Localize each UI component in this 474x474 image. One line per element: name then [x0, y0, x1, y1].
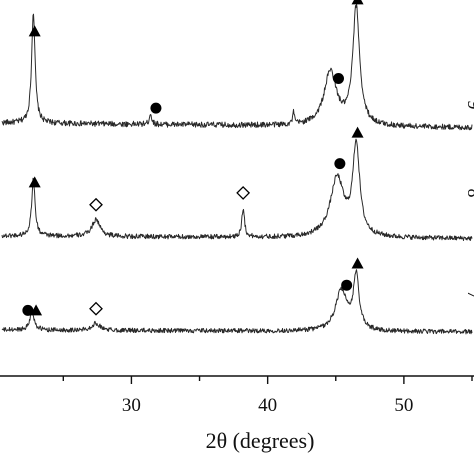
x-ticks-group: 30 40 50 [62, 376, 473, 416]
circle-marker [150, 102, 162, 114]
side-labels-group: 9 8 7 [464, 101, 474, 300]
triangle-marker [28, 25, 41, 37]
triangle-marker [351, 257, 364, 269]
triangle-marker [351, 0, 364, 5]
sample-label: 7 [464, 291, 474, 300]
x-tick-label: 40 [258, 395, 277, 416]
circle-marker [332, 72, 344, 84]
x-tick-label: 30 [122, 395, 141, 416]
sample-label: 9 [464, 101, 474, 110]
traces-group [1, 3, 473, 335]
circle-marker [341, 279, 353, 291]
diamond-marker [89, 197, 103, 212]
circle-marker [334, 158, 346, 170]
diffraction-trace [1, 269, 473, 335]
circle-marker [22, 304, 34, 316]
diamond-marker [236, 185, 251, 200]
diffraction-trace [1, 138, 473, 241]
diamond-marker [89, 301, 103, 316]
x-tick-label: 50 [394, 395, 413, 416]
triangle-marker [351, 126, 364, 138]
triangle-marker [30, 304, 43, 316]
markers-group [22, 0, 364, 316]
x-axis-title: 2θ (degrees) [206, 428, 315, 453]
diffraction-trace [1, 3, 473, 131]
sample-label: 8 [464, 189, 474, 198]
triangle-marker [28, 176, 41, 188]
